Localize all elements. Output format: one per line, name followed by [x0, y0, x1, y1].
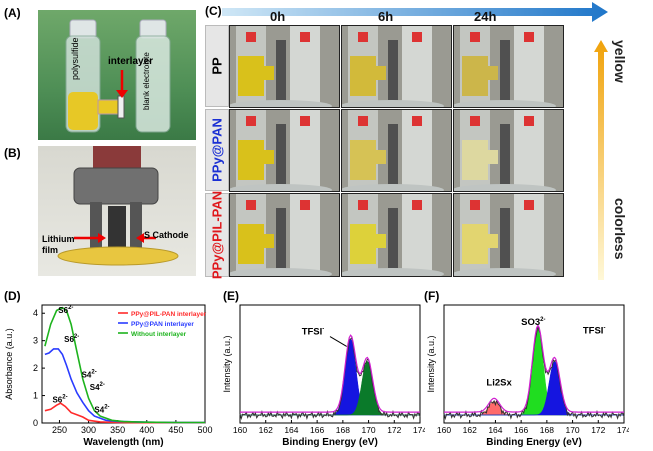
x-axis-label: Wavelength (nm) — [83, 437, 163, 448]
raw-spectrum — [239, 336, 421, 421]
peak-annotation: S62- — [58, 305, 73, 315]
peak-annotation: TFSI- — [583, 326, 606, 337]
x-tick-label: 174 — [413, 425, 425, 435]
photo-cell — [229, 109, 340, 192]
annotation-pointer — [329, 336, 347, 347]
x-tick-label: 300 — [81, 425, 96, 435]
photo-cell — [453, 193, 564, 277]
photo-cell — [341, 193, 452, 277]
x-tick-label: 164 — [488, 425, 502, 435]
x-tick-label: 172 — [387, 425, 401, 435]
time-label-2: 24h — [474, 9, 497, 24]
x-tick-label: 400 — [139, 425, 154, 435]
x-tick-label: 164 — [284, 425, 298, 435]
chart-xps-f: 160 162 164 166 168 170 172 174 Binding Energy (… — [426, 304, 629, 448]
peak-annotation: SO32- — [521, 317, 545, 328]
x-tick-label: 172 — [591, 425, 605, 435]
scale-label-yellow: yellow — [612, 40, 628, 83]
photo-cell — [453, 25, 564, 108]
series-line — [44, 402, 205, 424]
photo-cell — [229, 25, 340, 108]
photo-panel-a: (A) polysulfide interlayer blank electro… — [38, 10, 196, 140]
envelope-fit — [240, 334, 420, 413]
legend-entry: Without interlayer — [131, 331, 187, 338]
panel-a-label-outer: (A) — [4, 6, 21, 20]
fitted-peak — [240, 360, 420, 416]
row-label-pp: PP — [205, 25, 229, 107]
panel-c-label: (C) — [205, 4, 222, 18]
photo-cell — [453, 109, 564, 192]
legend-entry: PPy@PIL-PAN interlayer — [131, 311, 207, 318]
y-tick-label: 1 — [33, 391, 38, 401]
x-tick-label: 450 — [168, 425, 183, 435]
peak-annotation: S62- — [52, 394, 67, 404]
x-tick-label: 162 — [463, 425, 477, 435]
panel-f-label: (F) — [424, 289, 440, 303]
x-tick-label: 160 — [437, 425, 451, 435]
y-tick-label: 0 — [33, 418, 38, 428]
x-tick-label: 162 — [259, 425, 273, 435]
text-blank-electrolyte: blank electrolyte — [142, 52, 151, 110]
row-label-ppy-pan: PPy@PAN — [205, 109, 229, 191]
peak-annotation: Li2Sx — [486, 378, 512, 389]
y-tick-label: 4 — [33, 308, 38, 318]
x-tick-label: 174 — [617, 425, 629, 435]
time-arrow — [222, 2, 608, 22]
row-label-ppy-pil-pan: PPy@PIL-PAN — [205, 191, 229, 279]
text-s-cathode: S Cathode — [144, 230, 189, 240]
legend-entry: PPy@PAN interlayer — [131, 321, 194, 328]
chart-xps-e: 160 162 164 166 168 170 172 174 Binding Energy (… — [222, 304, 425, 448]
x-tick-label: 500 — [197, 425, 212, 435]
panel-b-label: (B) — [4, 146, 21, 160]
x-tick-label: 170 — [361, 425, 375, 435]
chart-absorbance: 250 300 350 400 450 500 0 1 2 3 4 Wavelength (nm) Ab… — [4, 304, 213, 448]
time-label-1: 6h — [378, 9, 394, 24]
photo-cell — [229, 193, 340, 277]
x-tick-label: 166 — [514, 425, 528, 435]
panel-e-label: (E) — [223, 289, 239, 303]
photo-panel-b: Lithium film S Cathode — [38, 146, 196, 276]
peak-annotation: S42- — [82, 370, 97, 380]
photo-cell — [341, 25, 452, 108]
fitted-peak — [240, 338, 420, 416]
envelope-fit — [444, 324, 624, 413]
y-tick-label: 3 — [33, 336, 38, 346]
y-tick-label: 2 — [33, 363, 38, 373]
peak-annotation: TFSI- — [302, 327, 325, 338]
x-tick-label: 170 — [565, 425, 579, 435]
cell-illustration — [65, 19, 171, 133]
x-tick-label: 168 — [540, 425, 554, 435]
peak-annotation: S42- — [94, 405, 109, 415]
x-tick-label: 160 — [233, 425, 247, 435]
text-interlayer: interlayer — [108, 56, 154, 67]
y-axis-label: Intensity (a.u.) — [222, 335, 232, 392]
plot-frame — [239, 304, 421, 424]
text-polysulfide: polysulfide — [70, 37, 80, 80]
y-axis-label: Absorbance (a.u.) — [4, 328, 14, 400]
text-lithium-film: Lithium film — [42, 234, 75, 255]
x-axis-label: Binding Energy (eV) — [282, 437, 378, 448]
color-scale-arrow — [594, 40, 608, 280]
photo-cell — [341, 109, 452, 192]
x-tick-label: 350 — [110, 425, 125, 435]
x-tick-label: 250 — [52, 425, 67, 435]
y-axis-label: Intensity (a.u.) — [426, 335, 436, 392]
scale-label-colorless: colorless — [612, 198, 628, 260]
x-tick-label: 166 — [310, 425, 324, 435]
series-line — [44, 306, 205, 424]
plot-frame — [443, 304, 625, 424]
peak-annotation: S42- — [90, 382, 105, 392]
panel-d-label: (D) — [4, 289, 21, 303]
x-tick-label: 168 — [336, 425, 350, 435]
x-axis-label: Binding Energy (eV) — [486, 437, 582, 448]
time-label-0: 0h — [270, 9, 286, 24]
peak-annotation: S62- — [64, 334, 79, 344]
